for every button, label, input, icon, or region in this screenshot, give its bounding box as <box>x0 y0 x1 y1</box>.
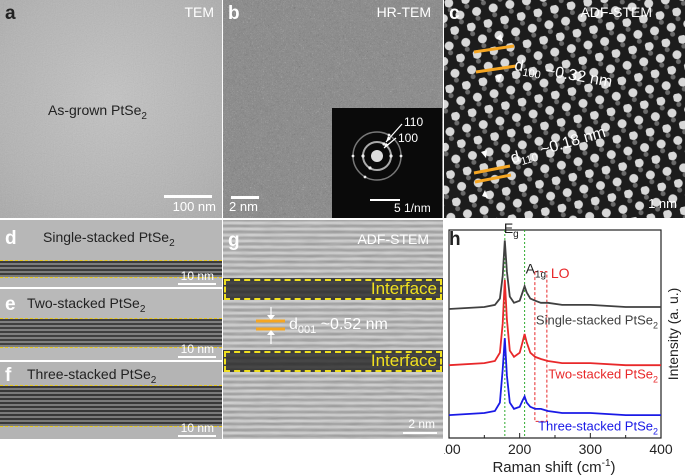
scale-bar-label: 1 nm <box>648 196 677 211</box>
panel-e-title: Two-stacked PtSe2 <box>27 296 145 315</box>
interface-dash-bottom <box>0 347 222 348</box>
stem-texture <box>223 220 443 439</box>
peak-label-eg: Eg <box>504 220 519 240</box>
x-tick-label-100: 100 <box>444 441 461 457</box>
panel-a-tem-image: a TEM As-grown PtSe2 100 nm <box>0 0 222 218</box>
panel-b-title: HR-TEM <box>376 4 431 20</box>
d001-annotation: d001 ~0.52 nm <box>289 317 388 336</box>
scale-bar-label: 2 nm <box>229 199 258 214</box>
panel-c-adfstem-image: c ADF-STEM d100 ~0.32 nm d110 ~0.18 nm 1… <box>444 0 685 218</box>
y-axis-label: Intensity (a. u.) <box>665 288 681 381</box>
panel-label-c: c <box>449 3 460 24</box>
panel-a-title: TEM <box>184 4 214 20</box>
fft-inset: 110 100 5 1/nm <box>332 108 442 218</box>
interface-dash-top <box>0 260 222 261</box>
panel-label-h: h <box>449 229 461 250</box>
scale-bar-label: 100 nm <box>172 199 216 214</box>
panel-c-title: ADF-STEM <box>580 4 652 20</box>
x-axis-label-text: Raman shift (cm <box>492 459 601 476</box>
x-axis-label-sup: -1 <box>602 458 611 469</box>
series-label-3: Three-stacked PtSe2 <box>538 419 658 437</box>
interface-dash-top <box>0 318 222 319</box>
scale-bar-label: 10 nm <box>180 342 214 356</box>
interface-dash-bottom <box>0 277 222 278</box>
atomic-lattice <box>444 0 685 218</box>
title-sub: 2 <box>139 303 146 315</box>
scale-bar-label: 10 nm <box>180 269 214 283</box>
lo-peak-box <box>534 271 548 422</box>
panel-label-f: f <box>5 365 12 386</box>
panel-g-adfstem-cross-section: Interface Interface g ADF-STEM d001 ~0.5… <box>223 220 443 439</box>
scale-bar <box>178 356 216 358</box>
interface-label-bottom: Interface <box>370 351 437 370</box>
title-sub: 2 <box>169 237 175 249</box>
panel-label-b: b <box>228 3 240 24</box>
series-label-1: Single-stacked PtSe2 <box>536 313 658 331</box>
panel-label-d: d <box>5 228 17 249</box>
panel-d-cross-section: d Single-stacked PtSe2 10 nm <box>0 220 222 287</box>
fft-pattern <box>351 123 403 181</box>
layer-stack <box>0 261 222 277</box>
scale-bar-label: 10 nm <box>180 421 214 435</box>
x-tick-label-400: 400 <box>649 441 673 457</box>
d001-prefix: d <box>289 316 298 333</box>
tem-noise <box>0 0 222 218</box>
panel-e-cross-section: e Two-stacked PtSe2 10 nm <box>0 289 222 360</box>
title-text: Three-stacked PtSe <box>27 366 151 382</box>
title-sub: 2 <box>150 374 157 386</box>
series-label-2: Two-stacked PtSe2 <box>548 367 658 385</box>
interface-dash-top <box>0 385 222 386</box>
interface-dash-bottom <box>0 426 222 427</box>
peak-label-a1g: A1g <box>526 261 546 281</box>
scale-bar <box>231 196 259 199</box>
plot-frame <box>448 229 662 439</box>
panel-f-title: Three-stacked PtSe2 <box>27 367 156 386</box>
scale-bar <box>178 435 216 437</box>
panel-d-title: Single-stacked PtSe2 <box>43 230 175 249</box>
d001-sub: 001 <box>297 324 317 337</box>
caption-sub: 2 <box>141 110 147 122</box>
x-tick-label-300: 300 <box>579 441 603 457</box>
x-axis-label: Raman shift (cm-1) <box>492 458 615 476</box>
peak-label-lo: LO <box>551 265 570 281</box>
title-text: Two-stacked PtSe <box>27 295 140 311</box>
title-text: Single-stacked PtSe <box>43 229 170 245</box>
panel-b-hrtem-image: b HR-TEM 110 100 5 1/nm 2 nm <box>223 0 443 218</box>
scale-bar <box>164 195 212 198</box>
series-line-1 <box>448 240 661 310</box>
panel-g-title: ADF-STEM <box>357 231 429 247</box>
interface-label-top: Interface <box>370 279 437 298</box>
layer-stack <box>0 319 222 347</box>
fft-spot-100-label: 100 <box>398 131 419 145</box>
panel-label-g: g <box>228 230 240 251</box>
layer-stack <box>0 386 222 426</box>
x-tick-label-200: 200 <box>508 441 532 457</box>
panel-label-a: a <box>5 3 16 24</box>
fft-spot-110-label: 110 <box>404 115 424 129</box>
interface-box-bottom <box>224 351 442 372</box>
caption-text: As-grown PtSe <box>48 102 142 118</box>
x-axis-label-end: ) <box>611 459 616 476</box>
panel-f-cross-section: f Three-stacked PtSe2 10 nm <box>0 362 222 439</box>
raman-plot: 100 200 300 400 Single-stacked PtSe2 Two-sta… <box>444 220 681 476</box>
panel-label-e: e <box>5 294 16 315</box>
scale-bar <box>403 432 437 434</box>
fft-scale-bar-label: 5 1/nm <box>394 201 431 215</box>
panel-a-caption: As-grown PtSe2 <box>48 103 147 122</box>
interface-box-top <box>224 279 442 300</box>
scale-bar <box>178 283 216 285</box>
series-line-3 <box>448 338 661 416</box>
fft-scale-bar <box>370 199 400 201</box>
d001-value: ~0.52 nm <box>316 316 388 333</box>
series-line-2 <box>448 279 661 367</box>
panel-h-raman-chart: h 100 200 300 400 Single-stacked PtSe2 Two-s… <box>444 220 685 476</box>
scale-bar-label: 2 nm <box>408 417 435 431</box>
